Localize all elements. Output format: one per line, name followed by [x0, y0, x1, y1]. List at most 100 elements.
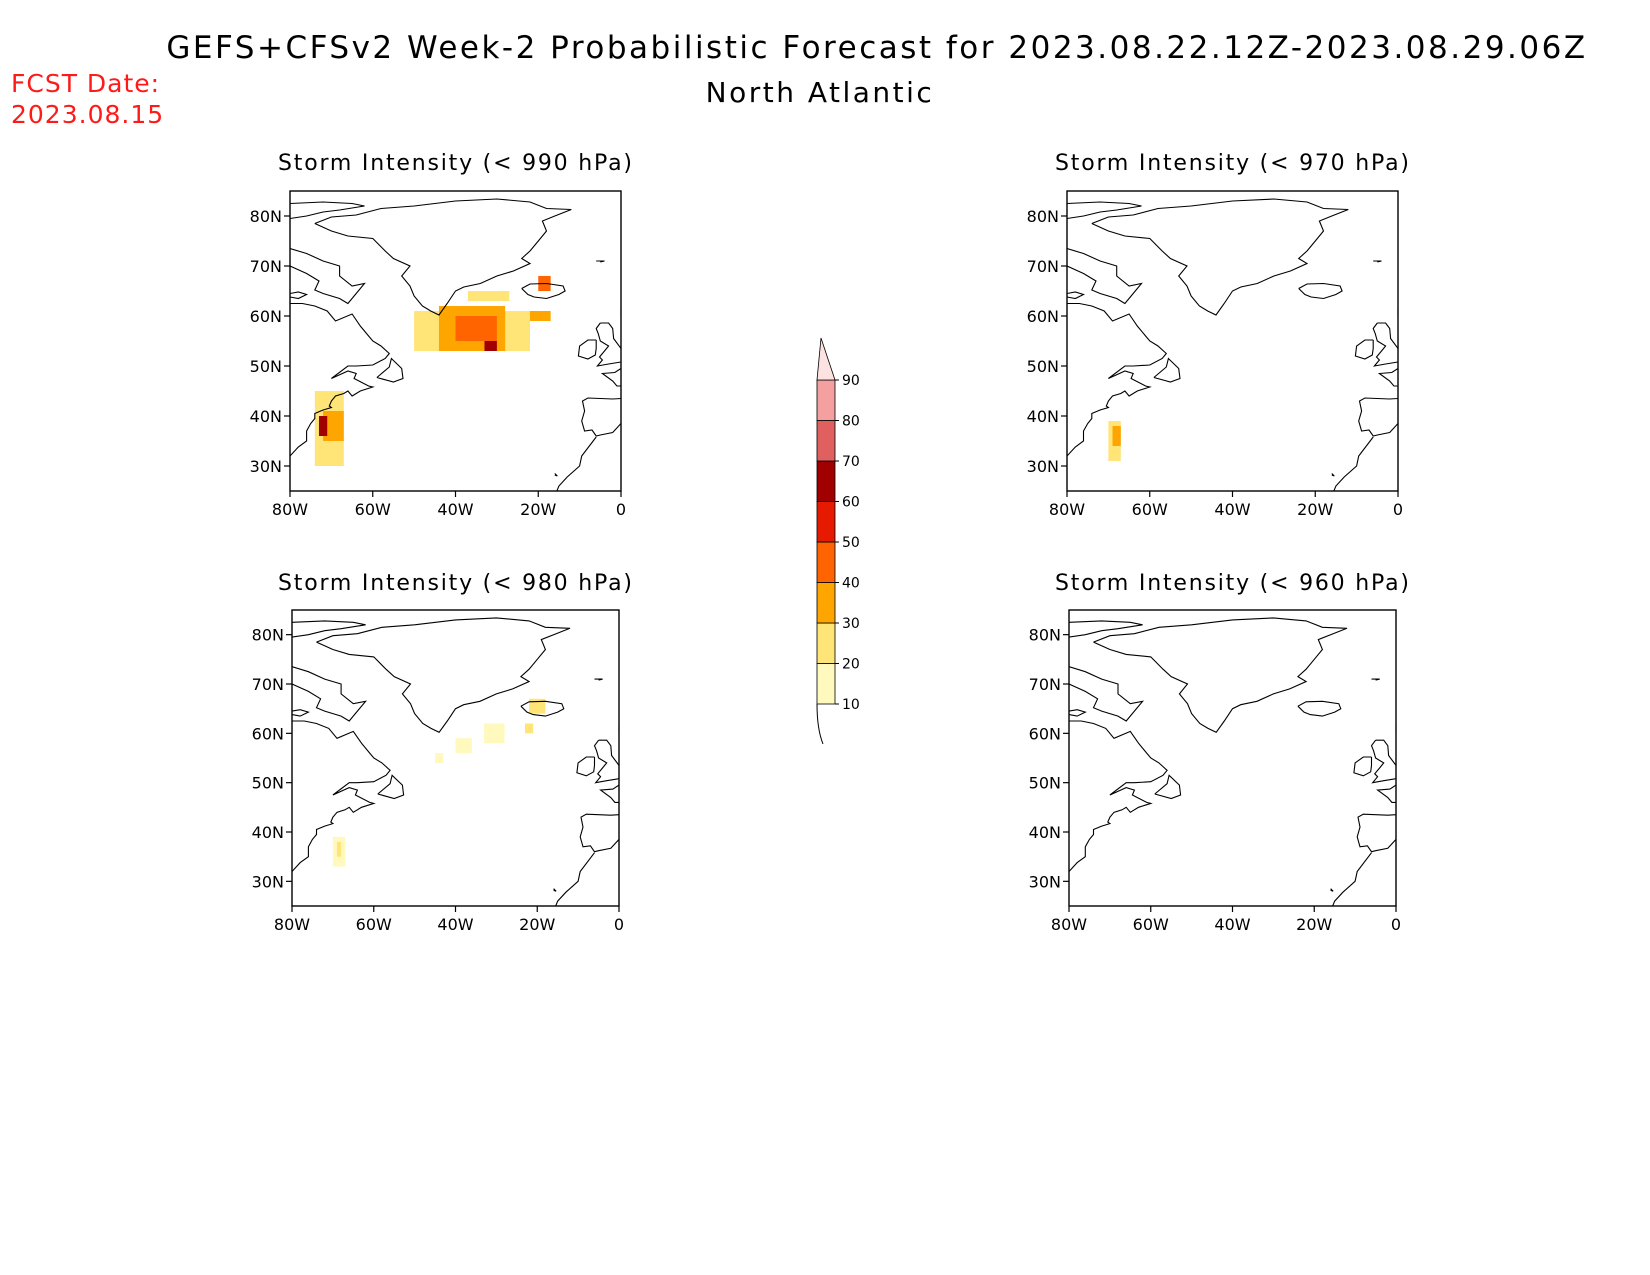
lat-tick-label: 50N: [1029, 774, 1061, 793]
colorbar-segment: [816, 420, 836, 462]
coastline-svalbardhint: [1371, 678, 1380, 681]
forecast-date-label: FCST Date:: [11, 69, 161, 98]
lat-tick-label: 40N: [1029, 823, 1061, 842]
coastline-iceland: [520, 700, 565, 717]
coastline-iberia: [1358, 397, 1398, 437]
colorbar-bottom-tail: [816, 703, 824, 745]
lon-tick-label: 40W: [1214, 500, 1250, 519]
lon-tick-label: 0: [1393, 500, 1403, 519]
panel-title-980: Storm Intensity (< 980 hPa): [278, 571, 634, 596]
coastline-labrador: [1069, 720, 1168, 872]
coastline-iceland: [1298, 282, 1343, 300]
probability-cell: [323, 411, 344, 441]
probability-cell: [318, 416, 328, 436]
colorbar-segment: [816, 663, 836, 705]
coastline-labrador: [290, 302, 391, 457]
coastline-iberia: [1356, 813, 1396, 853]
coastline-gb: [1372, 322, 1398, 367]
lat-tick-label: 40N: [1027, 407, 1059, 426]
lon-tick-label: 20W: [1296, 915, 1332, 934]
coastline-baffin: [290, 247, 366, 305]
map-frame: [1068, 609, 1397, 907]
coastline-greenland: [314, 198, 572, 316]
lon-tick-label: 60W: [1132, 500, 1168, 519]
coastline-ellesmere: [290, 201, 365, 220]
coastline-ellesmere: [292, 620, 366, 638]
coastline-france: [1377, 368, 1398, 387]
lat-tick-label: 60N: [250, 307, 282, 326]
coastline-ireland: [1354, 339, 1374, 360]
coastline-southampton: [290, 291, 309, 300]
coastline-africa: [556, 436, 597, 491]
lat-tick-label: 70N: [250, 257, 282, 276]
coastline-iceland: [1297, 700, 1342, 717]
coastline-iberia: [581, 397, 621, 437]
coastline-gb: [593, 739, 619, 784]
coastline-svalbardhint: [596, 260, 605, 263]
coastline-labrador: [1067, 302, 1168, 457]
coastline-newfoundland: [377, 774, 405, 800]
colorbar-segment: [816, 379, 836, 421]
probability-cell: [455, 316, 497, 341]
colorbar-label: 90: [842, 373, 860, 389]
lat-tick-label: 50N: [1027, 357, 1059, 376]
coastline-baffin: [1067, 247, 1143, 305]
forecast-date-value: 2023.08.15: [11, 100, 165, 129]
coastline-iceland: [521, 282, 566, 300]
map-panel-2: 80W 60W 40W 20W 0 80N 70N 60N 50N 40N 30N: [252, 609, 624, 934]
panel-title-990: Storm Intensity (< 990 hPa): [278, 151, 634, 176]
coastline-greenland: [316, 617, 571, 733]
lat-tick-label: 40N: [252, 823, 284, 842]
probability-cell: [336, 841, 342, 857]
colorbar-label: 60: [842, 495, 860, 511]
coastline-gb: [595, 322, 621, 367]
map-panel-3: 80W 60W 40W 20W 0 80N 70N 60N 50N 40N 30N: [1029, 609, 1401, 934]
probability-cell: [435, 753, 444, 763]
map-panel-0: 80W 60W 40W 20W 0 80N 70N 60N 50N 40N 30N: [250, 190, 626, 519]
lon-tick-label: 20W: [520, 500, 556, 519]
coastline-africa: [1332, 852, 1372, 906]
lat-tick-label: 80N: [1029, 626, 1061, 645]
colorbar-label: 50: [842, 535, 860, 551]
lat-tick-label: 50N: [252, 774, 284, 793]
lon-tick-label: 60W: [355, 500, 391, 519]
coastline-baffin: [292, 666, 368, 722]
probability-cell: [484, 723, 505, 744]
coastline-greenland: [1093, 617, 1348, 733]
lat-tick-label: 80N: [252, 626, 284, 645]
lon-tick-label: 60W: [1133, 915, 1169, 934]
probability-cell: [1112, 426, 1121, 446]
colorbar-label: 10: [842, 697, 860, 713]
lat-tick-label: 70N: [252, 675, 284, 694]
lat-tick-label: 60N: [252, 724, 284, 743]
colorbar-segment: [816, 460, 836, 502]
lat-tick-label: 30N: [1029, 872, 1061, 891]
coastline-africa: [1333, 436, 1374, 491]
lat-tick-label: 60N: [1027, 307, 1059, 326]
lon-tick-label: 80W: [272, 500, 308, 519]
coastline-canary: [553, 888, 557, 892]
figure-title: GEFS+CFSv2 Week-2 Probabilistic Forecast…: [166, 30, 1588, 66]
coastline-canary: [554, 473, 558, 477]
colorbar-top-arrow: [816, 337, 836, 381]
colorbar-label: 70: [842, 454, 860, 470]
coastline-ellesmere: [1067, 201, 1142, 220]
coastline-ireland: [576, 756, 596, 777]
probability-cell: [529, 311, 551, 321]
coastline-newfoundland: [1154, 774, 1182, 800]
coastline-france: [599, 784, 619, 803]
lat-tick-label: 70N: [1029, 675, 1061, 694]
forecast-date-block: FCST Date: 2023.08.15: [11, 68, 164, 130]
lon-tick-label: 0: [1391, 915, 1401, 934]
probability-cell: [484, 341, 497, 351]
lon-tick-label: 40W: [1214, 915, 1250, 934]
coastline-gb: [1370, 739, 1396, 784]
coastline-newfoundland: [376, 357, 404, 383]
colorbar-label: 80: [842, 414, 860, 430]
coastline-svalbardhint: [594, 678, 603, 681]
lon-tick-label: 80W: [274, 915, 310, 934]
coastline-canary: [1330, 888, 1334, 892]
coastline-iberia: [579, 813, 619, 853]
lon-tick-label: 40W: [437, 915, 473, 934]
